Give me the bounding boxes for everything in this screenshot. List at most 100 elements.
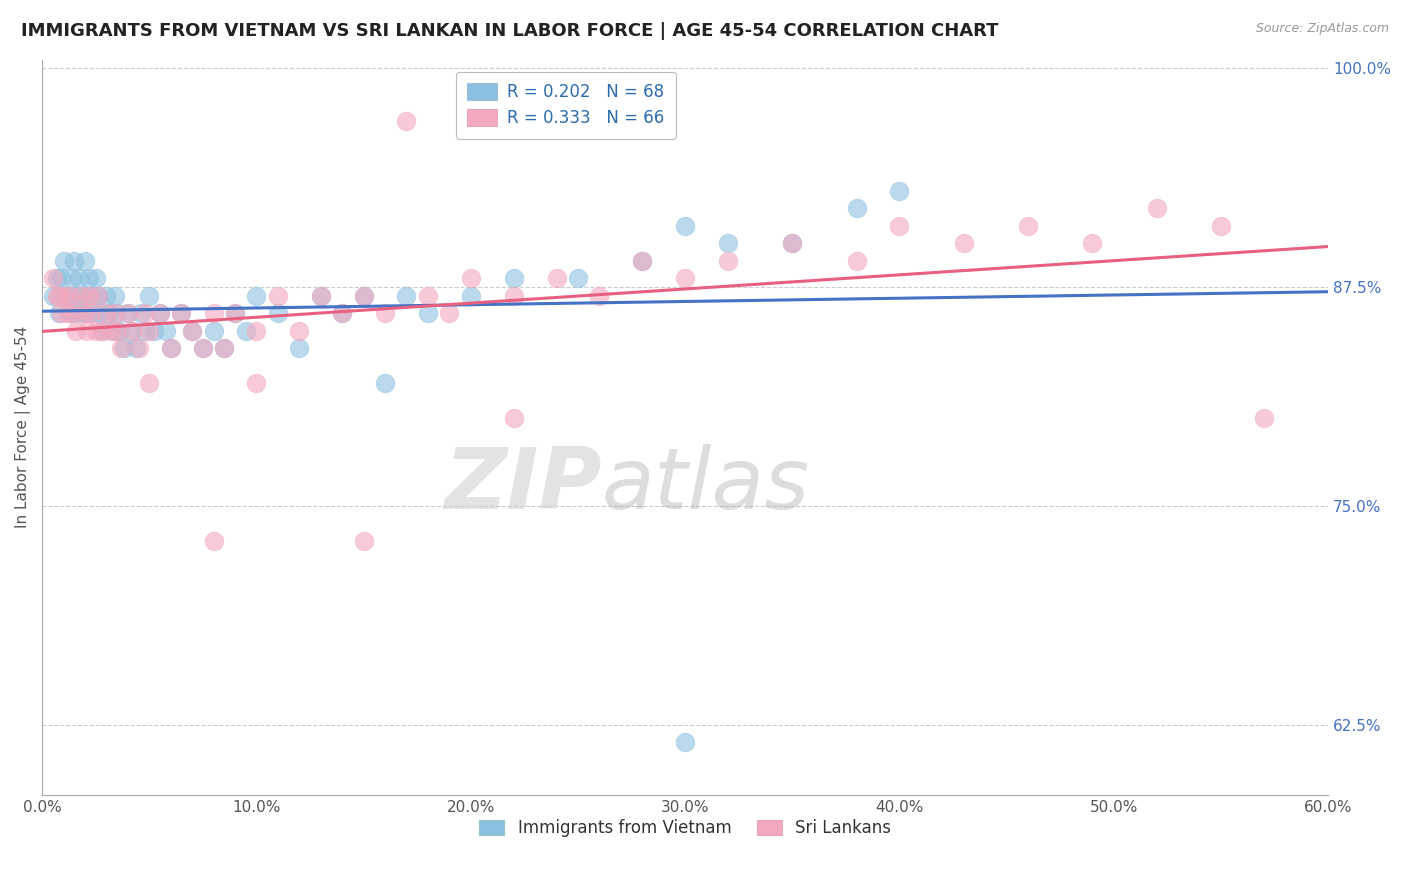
Point: [288, 324, 311, 338]
Point: [63, 289, 86, 303]
Point: [112, 342, 135, 356]
Point: [245, 376, 267, 391]
Point: [588, 289, 610, 303]
Point: [51, 306, 73, 320]
Point: [395, 113, 418, 128]
Point: [191, 342, 214, 356]
Point: [56, 306, 79, 320]
Text: ZIP: ZIP: [444, 444, 602, 527]
Point: [80, 289, 103, 303]
Point: [673, 735, 696, 749]
Point: [374, 306, 396, 320]
Point: [460, 289, 482, 303]
Point: [101, 324, 124, 338]
Point: [73, 289, 96, 303]
Point: [416, 289, 439, 303]
Point: [267, 289, 290, 303]
Point: [48, 289, 70, 303]
Point: [502, 271, 524, 285]
Point: [309, 289, 332, 303]
Point: [717, 236, 740, 251]
Point: [121, 324, 143, 338]
Point: [97, 306, 120, 320]
Point: [77, 289, 100, 303]
Point: [353, 289, 375, 303]
Point: [155, 324, 177, 338]
Point: [245, 324, 267, 338]
Point: [104, 289, 127, 303]
Point: [138, 324, 160, 338]
Point: [416, 306, 439, 320]
Point: [117, 306, 139, 320]
Point: [87, 289, 110, 303]
Point: [460, 271, 482, 285]
Point: [309, 289, 332, 303]
Point: [1017, 219, 1039, 233]
Point: [202, 324, 225, 338]
Legend: Immigrants from Vietnam, Sri Lankans: Immigrants from Vietnam, Sri Lankans: [471, 811, 900, 846]
Point: [87, 289, 110, 303]
Point: [46, 289, 69, 303]
Text: Source: ZipAtlas.com: Source: ZipAtlas.com: [1256, 22, 1389, 36]
Point: [46, 271, 69, 285]
Point: [353, 289, 375, 303]
Point: [117, 306, 139, 320]
Point: [63, 253, 86, 268]
Point: [1146, 202, 1168, 216]
Point: [439, 306, 461, 320]
Point: [546, 271, 568, 285]
Point: [142, 324, 165, 338]
Point: [191, 342, 214, 356]
Point: [214, 342, 236, 356]
Text: atlas: atlas: [602, 444, 810, 527]
Y-axis label: In Labor Force | Age 45-54: In Labor Force | Age 45-54: [15, 326, 31, 528]
Point: [129, 306, 152, 320]
Point: [69, 289, 91, 303]
Point: [128, 342, 150, 356]
Point: [138, 376, 160, 391]
Point: [110, 342, 132, 356]
Point: [121, 324, 143, 338]
Point: [59, 289, 82, 303]
Point: [65, 306, 87, 320]
Point: [202, 533, 225, 548]
Point: [149, 306, 172, 320]
Point: [717, 253, 740, 268]
Text: IMMIGRANTS FROM VIETNAM VS SRI LANKAN IN LABOR FORCE | AGE 45-54 CORRELATION CHA: IMMIGRANTS FROM VIETNAM VS SRI LANKAN IN…: [21, 22, 998, 40]
Point: [181, 324, 204, 338]
Point: [889, 219, 911, 233]
Point: [52, 289, 75, 303]
Point: [104, 306, 127, 320]
Point: [105, 306, 128, 320]
Point: [48, 306, 70, 320]
Point: [108, 324, 131, 338]
Point: [73, 253, 96, 268]
Point: [1209, 219, 1232, 233]
Point: [76, 324, 98, 338]
Point: [149, 306, 172, 320]
Point: [52, 289, 75, 303]
Point: [374, 376, 396, 391]
Point: [889, 184, 911, 198]
Point: [73, 306, 96, 320]
Point: [159, 342, 181, 356]
Point: [67, 271, 90, 285]
Point: [502, 289, 524, 303]
Point: [84, 271, 107, 285]
Point: [631, 253, 654, 268]
Point: [202, 306, 225, 320]
Point: [100, 324, 122, 338]
Point: [245, 289, 267, 303]
Point: [1081, 236, 1104, 251]
Point: [567, 271, 589, 285]
Point: [91, 324, 114, 338]
Point: [80, 306, 103, 320]
Point: [159, 342, 181, 356]
Point: [224, 306, 246, 320]
Point: [42, 271, 65, 285]
Point: [105, 324, 128, 338]
Point: [782, 236, 804, 251]
Point: [1253, 411, 1275, 425]
Point: [330, 306, 353, 320]
Point: [673, 219, 696, 233]
